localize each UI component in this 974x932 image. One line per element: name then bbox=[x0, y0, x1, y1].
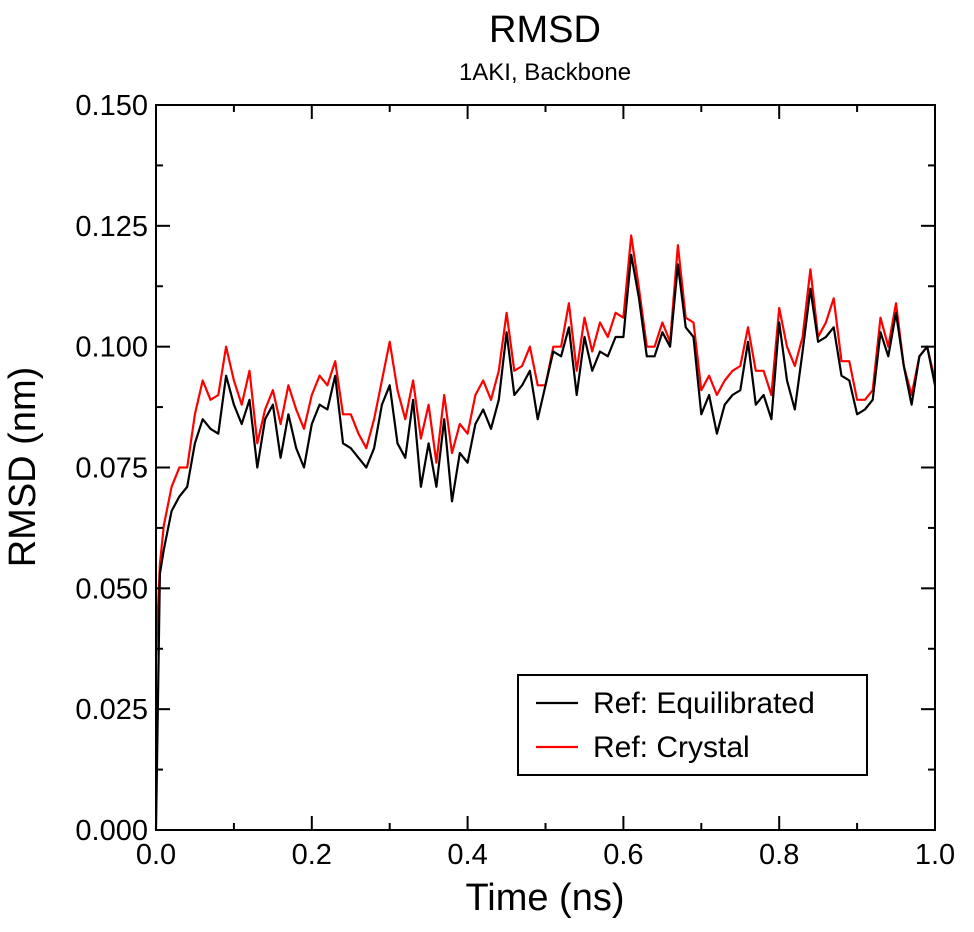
series-line-1 bbox=[154, 234, 937, 657]
y-tick-label: 0.025 bbox=[75, 694, 148, 726]
tick-layer: 0.0 0.2 0.4 0.6 0.8 1.0 0.000 0.025 0.050 0.075 0.… bbox=[75, 90, 955, 871]
x-tick-label: 0.8 bbox=[759, 839, 799, 871]
x-tick-label: 0.6 bbox=[603, 839, 643, 871]
x-axis-label: Time (ns) bbox=[465, 877, 624, 919]
legend-label-1: Ref: Crystal bbox=[593, 731, 750, 764]
legend: Ref: Equilibrated Ref: Crystal bbox=[517, 674, 868, 776]
y-tick-label: 0.000 bbox=[75, 815, 148, 847]
y-axis-label: RMSD (nm) bbox=[2, 367, 44, 568]
y-tick-label: 0.150 bbox=[75, 90, 148, 122]
series-layer bbox=[154, 234, 937, 831]
chart-subtitle: 1AKI, Backbone bbox=[459, 59, 631, 86]
chart-title: RMSD bbox=[489, 9, 601, 51]
legend-box bbox=[517, 674, 868, 776]
x-tick-label: 0.2 bbox=[292, 839, 332, 871]
x-tick-label: 1.0 bbox=[915, 839, 955, 871]
y-tick-label: 0.100 bbox=[75, 332, 148, 364]
series-line-0 bbox=[154, 253, 937, 831]
y-tick-label: 0.125 bbox=[75, 211, 148, 243]
legend-label-0: Ref: Equilibrated bbox=[593, 687, 815, 720]
y-tick-label: 0.075 bbox=[75, 453, 148, 485]
x-tick-label: 0.0 bbox=[136, 839, 176, 871]
x-tick-label: 0.4 bbox=[447, 839, 487, 871]
y-tick-label: 0.050 bbox=[75, 573, 148, 605]
